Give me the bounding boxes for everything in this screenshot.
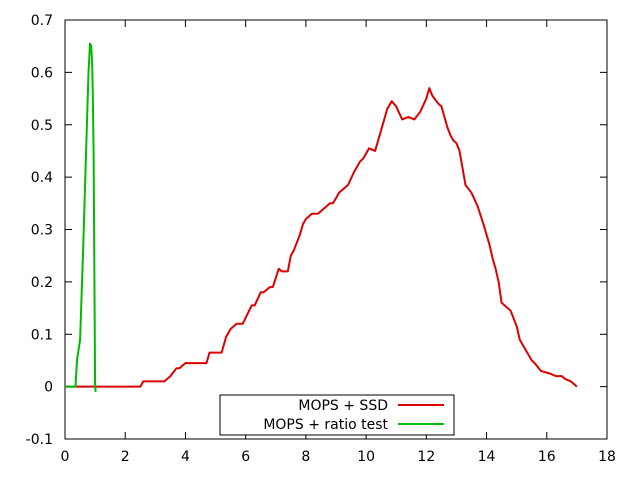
y-tick-label: 0.5	[31, 118, 53, 134]
legend-label-mops-ratio-test: MOPS + ratio test	[263, 417, 388, 433]
legend: MOPS + SSD MOPS + ratio test	[219, 394, 455, 436]
x-tick-label: 10	[357, 449, 375, 465]
x-tick-label: 6	[241, 449, 250, 465]
x-tick-label: 12	[417, 449, 435, 465]
axis-ticks	[64, 19, 608, 440]
x-tick-label: 16	[538, 449, 556, 465]
x-tick-label: 0	[61, 449, 70, 465]
x-tick-label: 14	[478, 449, 496, 465]
x-tick-label: 18	[598, 449, 616, 465]
y-tick-label: 0.1	[31, 327, 53, 343]
series-line-mops-ratio-test	[65, 42, 97, 393]
series-line-mops-ssd	[65, 87, 578, 388]
series-lines	[65, 42, 578, 393]
legend-box	[219, 394, 455, 436]
y-tick-label: 0.2	[31, 275, 53, 291]
y-tick-label: 0	[44, 380, 53, 396]
x-tick-label: 2	[121, 449, 130, 465]
x-tick-labels: 0 2 4 6 8 10 12 14 16 18	[61, 449, 616, 465]
x-tick-label: 4	[181, 449, 190, 465]
x-tick-label: 8	[301, 449, 310, 465]
y-tick-label: 0.7	[31, 13, 53, 29]
y-tick-label: -0.1	[26, 432, 53, 448]
y-tick-label: 0.4	[31, 170, 53, 186]
y-tick-label: 0.3	[31, 223, 53, 239]
plot-frame	[64, 19, 608, 440]
y-tick-labels: -0.1 0 0.1 0.2 0.3 0.4 0.5 0.6 0.7	[26, 13, 53, 448]
y-tick-label: 0.6	[31, 65, 53, 81]
legend-label-mops-ssd: MOPS + SSD	[298, 398, 388, 414]
